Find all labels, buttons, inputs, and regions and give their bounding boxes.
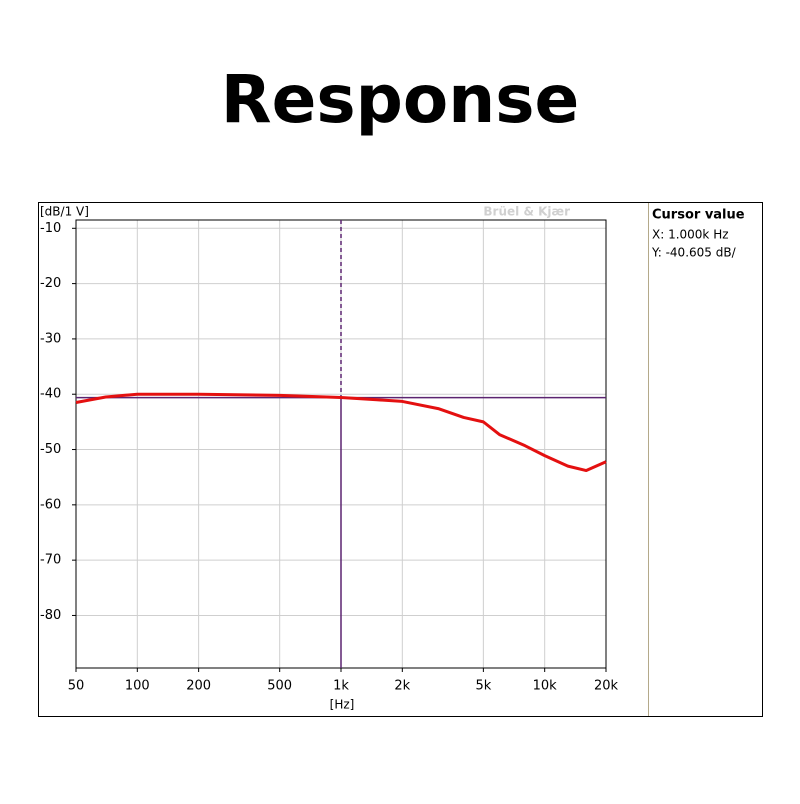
cursor-panel: Cursor value X: 1.000k Hz Y: -40.605 dB/ <box>651 208 745 260</box>
frame <box>38 202 763 717</box>
y-axis-label: [dB/1 V] <box>40 205 89 219</box>
watermark: Brüel & Kjær <box>483 205 570 219</box>
y-tick-label: -40 <box>40 387 61 402</box>
chart-title: Response <box>221 61 580 138</box>
cursor-x: X: 1.000k Hz <box>652 228 729 242</box>
x-tick-label: 10k <box>533 679 558 694</box>
cursor-y: Y: -40.605 dB/ <box>651 246 737 260</box>
x-tick-label: 200 <box>186 679 211 694</box>
y-tick-label: -10 <box>40 221 61 236</box>
y-tick-label: -60 <box>40 497 61 512</box>
x-tick-label: 50 <box>68 679 85 694</box>
y-tick-label: -70 <box>40 553 61 568</box>
x-tick-label: 100 <box>125 679 150 694</box>
x-tick-label: 5k <box>475 679 491 694</box>
data-line <box>75 392 607 473</box>
y-tick-label: -80 <box>40 608 61 623</box>
x-tick-label: 20k <box>594 679 619 694</box>
y-tick-label: -30 <box>40 331 61 346</box>
x-tick-label: 2k <box>394 679 410 694</box>
y-tick-label: -20 <box>40 276 61 291</box>
x-tick-label: 500 <box>267 679 292 694</box>
cursor-title: Cursor value <box>652 208 745 223</box>
x-tick-label: 1k <box>333 679 349 694</box>
y-tick-label: -50 <box>40 442 61 457</box>
x-axis-label: [Hz] <box>330 698 355 712</box>
